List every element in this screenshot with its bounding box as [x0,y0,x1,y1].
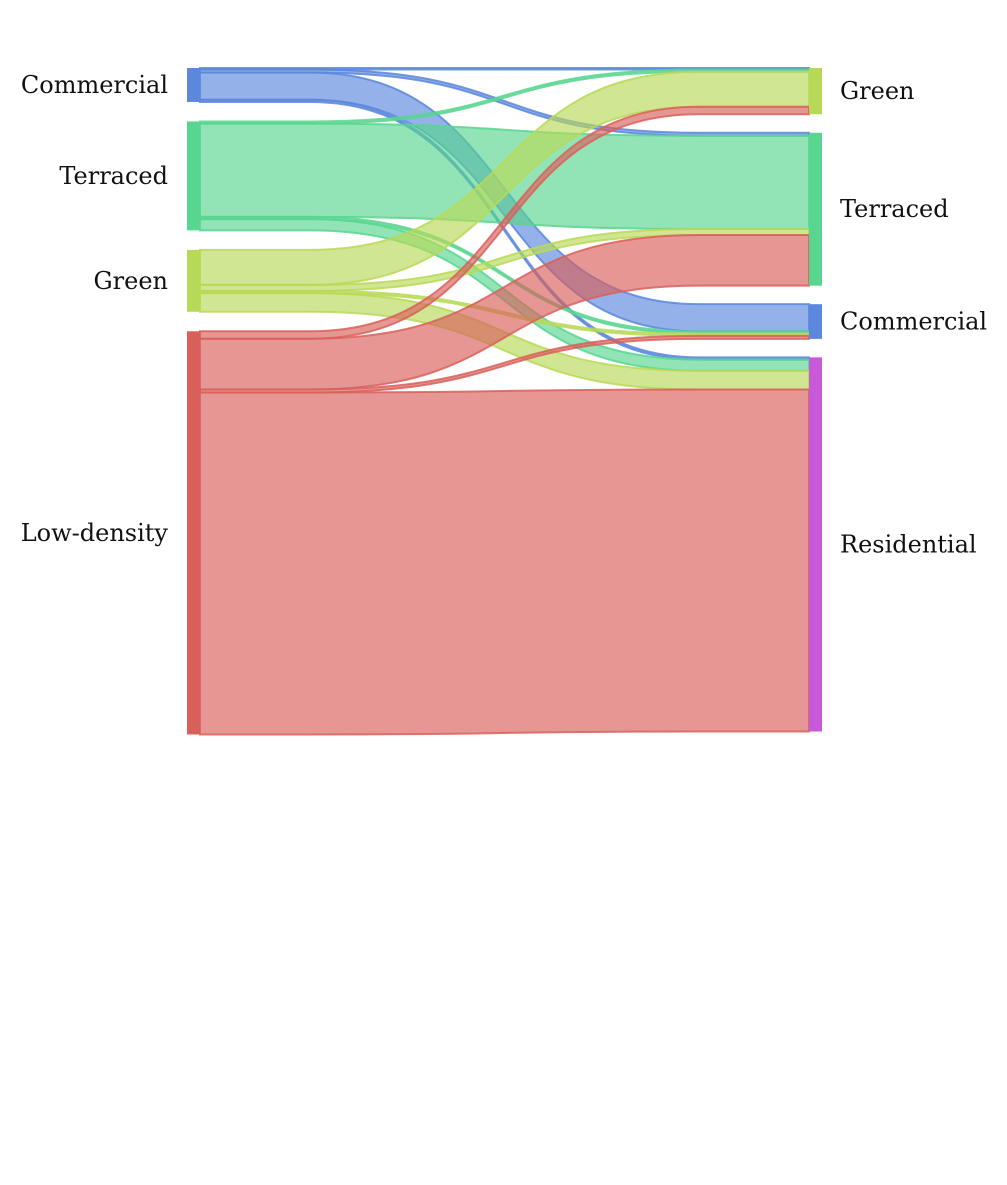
sankey-links [199,66,810,736]
target-node-terraced [809,132,822,286]
target-node-commercial [809,304,822,339]
target-label-commercial: Commercial [840,308,987,336]
target-label-residential: Residential [840,530,977,558]
source-node-green [187,249,200,312]
target-node-residential [809,357,822,732]
source-label-terraced: Terraced [59,162,168,190]
source-label-lowdensity: Low-density [21,519,169,547]
sankey-labels: Commercial Terraced Green Low-density Green T… [21,71,987,558]
source-node-terraced [187,121,200,231]
source-node-commercial [187,68,200,102]
target-label-terraced: Terraced [840,195,949,223]
source-label-green: Green [93,267,168,295]
sankey-nodes [187,68,822,735]
flow-lowdensity-to-residential [199,388,810,736]
target-node-green [809,68,822,115]
source-node-lowdensity [187,331,200,735]
target-label-green: Green [840,77,915,105]
source-label-commercial: Commercial [21,71,168,99]
